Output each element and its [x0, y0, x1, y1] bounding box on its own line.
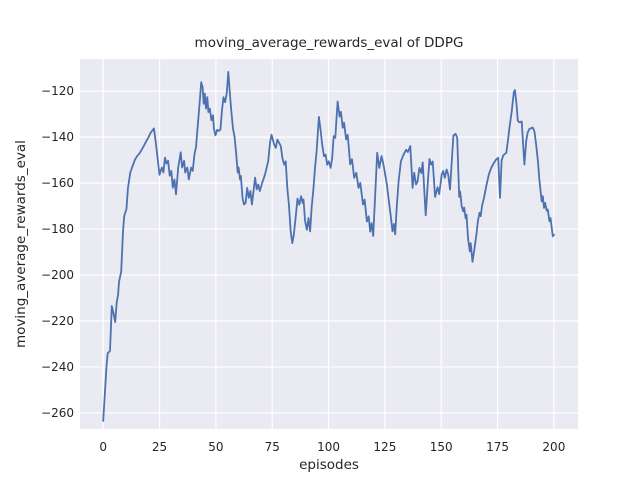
- plot-area: [80, 59, 578, 429]
- x-tick-label: 200: [542, 440, 566, 454]
- y-tick-label: −160: [41, 176, 74, 191]
- x-tick-label: 0: [99, 440, 108, 454]
- y-axis-label: moving_average_rewards_eval: [13, 140, 29, 348]
- y-tick-label: −220: [41, 313, 74, 328]
- x-tick-label: 150: [429, 440, 453, 454]
- x-tick-label: 50: [208, 440, 224, 454]
- x-tick-label: 25: [151, 440, 168, 454]
- line-plot-svg: [80, 59, 578, 429]
- y-tick-label: −240: [41, 359, 74, 374]
- x-tick-label: 175: [486, 440, 509, 454]
- chart-title: moving_average_rewards_eval of DDPG: [194, 35, 464, 51]
- data-line-moving_average_rewards_eval: [102, 70, 555, 422]
- x-tick-label: 125: [373, 440, 397, 454]
- y-tick-label: −140: [41, 130, 74, 145]
- y-tick-label: −200: [41, 268, 74, 283]
- x-tick-label: 100: [317, 440, 340, 454]
- y-tick-label: −120: [41, 84, 74, 99]
- y-tick-label: −180: [41, 222, 74, 237]
- x-tick-label: 75: [264, 440, 280, 454]
- y-tick-label: −260: [41, 405, 74, 420]
- x-axis-label: episodes: [299, 457, 359, 473]
